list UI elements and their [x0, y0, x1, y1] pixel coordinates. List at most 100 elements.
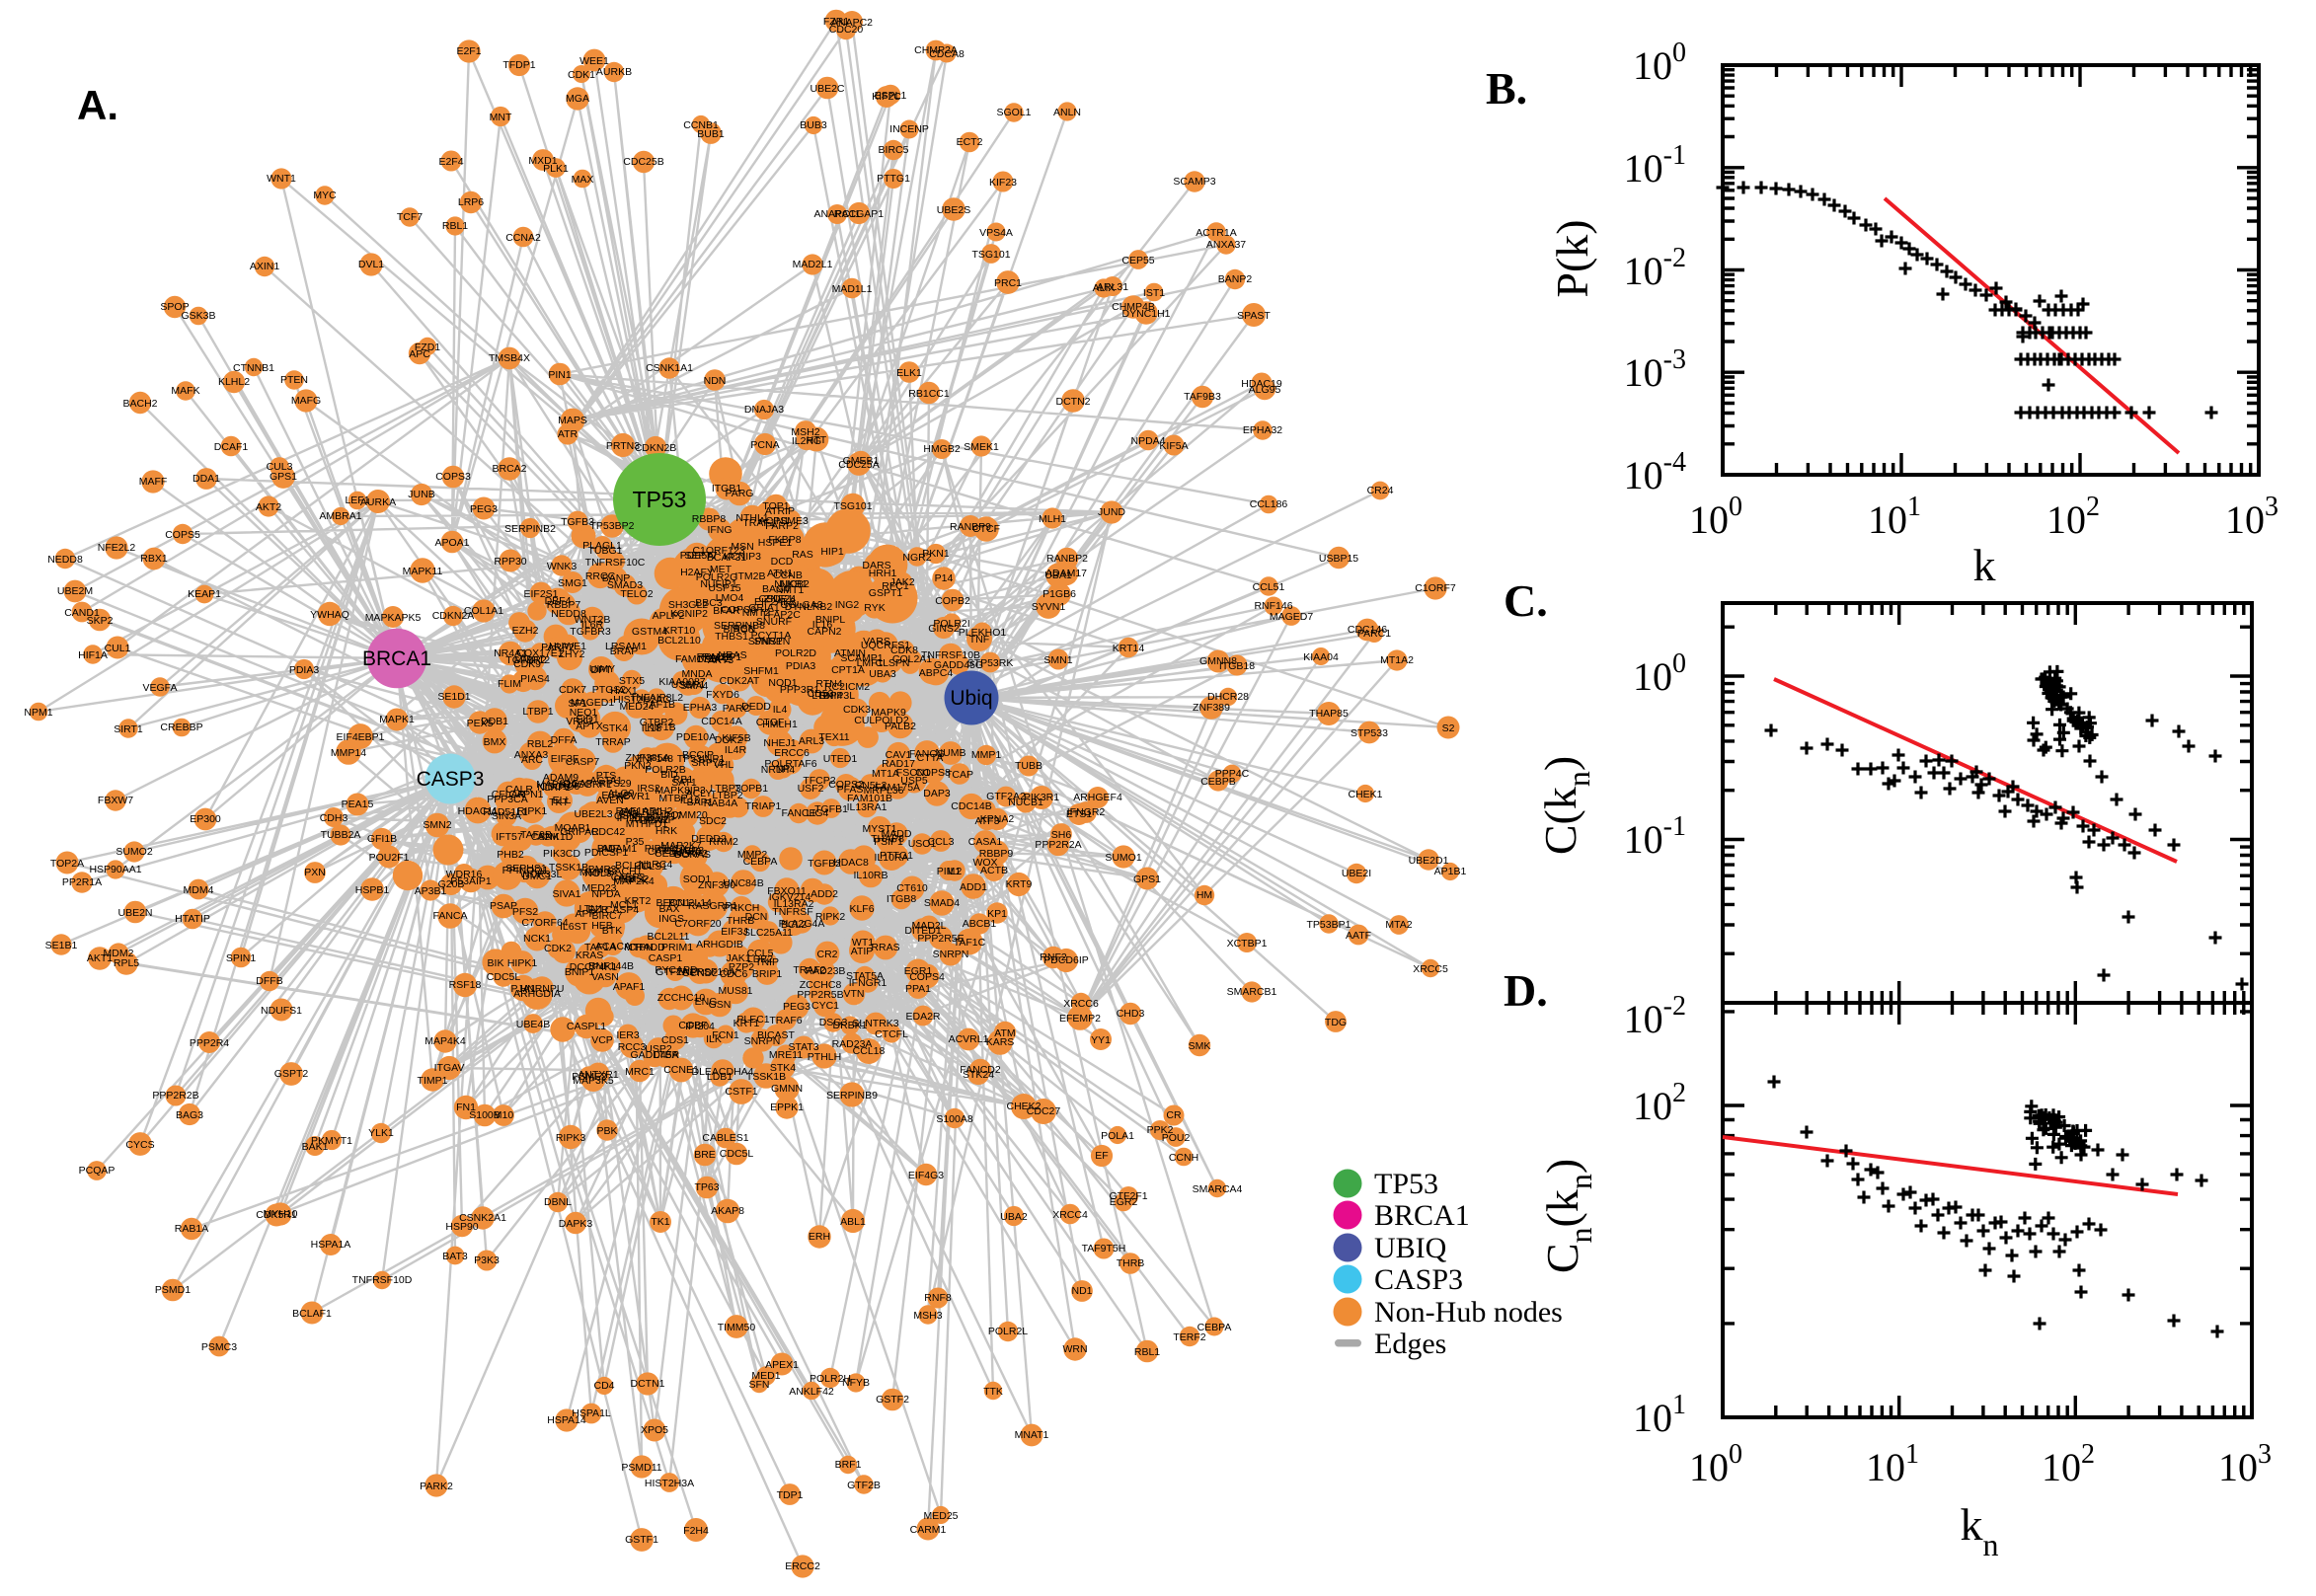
svg-text:RYK: RYK [864, 602, 885, 614]
svg-text:PPA1: PPA1 [905, 983, 931, 995]
svg-text:COBF: COBF [678, 1020, 707, 1031]
svg-text:MAX: MAX [572, 174, 594, 186]
svg-text:MSH3: MSH3 [913, 1310, 942, 1322]
svg-text:BAK1: BAK1 [302, 1141, 329, 1153]
svg-text:NDN: NDN [704, 375, 727, 387]
svg-text:NEDD8: NEDD8 [47, 554, 83, 566]
svg-text:BAX: BAX [658, 903, 679, 915]
svg-text:DDB1: DDB1 [481, 716, 508, 727]
svg-text:DBNL: DBNL [544, 1196, 572, 1208]
svg-text:ACVRL1: ACVRL1 [949, 1033, 989, 1045]
svg-text:EIF2AK2: EIF2AK2 [754, 596, 796, 608]
svg-text:MAPK8IP3: MAPK8IP3 [655, 785, 706, 797]
svg-text:LRP6: LRP6 [458, 196, 484, 208]
svg-text:YWHAQ: YWHAQ [310, 609, 349, 621]
svg-text:WNK3: WNK3 [547, 561, 577, 572]
svg-text:UTED1: UTED1 [823, 753, 858, 765]
svg-text:RBX1: RBX1 [140, 553, 168, 565]
svg-text:PTEN: PTEN [280, 374, 308, 386]
svg-text:MAPK11: MAPK11 [403, 566, 443, 577]
svg-text:MAGED7: MAGED7 [1270, 611, 1314, 623]
svg-text:NFYB: NFYB [842, 1377, 870, 1389]
svg-text:BRF1: BRF1 [835, 1459, 862, 1471]
svg-text:SMEK1: SMEK1 [964, 441, 999, 453]
svg-text:RANBP2: RANBP2 [1046, 553, 1088, 565]
svg-text:ITGB1: ITGB1 [712, 483, 742, 494]
svg-text:EIF4EBP1: EIF4EBP1 [336, 731, 384, 743]
svg-text:MNAT1: MNAT1 [1015, 1429, 1049, 1441]
svg-text:VPS4A: VPS4A [979, 227, 1013, 239]
svg-text:MAD1L1: MAD1L1 [832, 283, 873, 295]
svg-text:GORAS: GORAS [673, 849, 711, 861]
svg-text:GSPT2: GSPT2 [274, 1068, 309, 1080]
svg-text:MT1A2: MT1A2 [1380, 654, 1414, 666]
svg-text:FANCE: FANCE [781, 807, 815, 819]
svg-text:DCCP4K1: DCCP4K1 [570, 961, 618, 973]
svg-text:ACTR1A: ACTR1A [1196, 227, 1236, 239]
svg-text:HEB: HEB [591, 920, 613, 932]
svg-text:COPB2: COPB2 [935, 595, 970, 607]
svg-text:MSN: MSN [731, 541, 753, 553]
svg-text:XRCC5: XRCC5 [1413, 963, 1448, 975]
svg-text:MMP14: MMP14 [331, 747, 366, 759]
svg-text:TGFB1: TGFB1 [814, 803, 848, 815]
svg-text:ERCC2: ERCC2 [785, 1560, 820, 1572]
svg-text:NEO1: NEO1 [570, 707, 598, 719]
svg-text:E2F4: E2F4 [438, 156, 463, 168]
svg-text:EGR1: EGR1 [904, 965, 933, 977]
svg-text:CDK5R1: CDK5R1 [256, 1209, 297, 1221]
svg-text:SMN2: SMN2 [423, 819, 451, 831]
svg-text:PN2: PN2 [614, 874, 635, 885]
svg-text:BCL2L11: BCL2L11 [647, 931, 689, 943]
svg-text:PKN1: PKN1 [922, 548, 950, 560]
svg-text:PTHLH: PTHLH [808, 1051, 841, 1063]
svg-text:RPP30: RPP30 [494, 556, 526, 568]
svg-text:P14: P14 [935, 572, 954, 584]
svg-text:IL4R: IL4R [725, 744, 747, 756]
svg-text:TNFRSF10D: TNFRSF10D [352, 1274, 413, 1286]
svg-text:CTGF: CTGF [756, 717, 785, 728]
svg-text:TUBB: TUBB [1015, 760, 1042, 772]
svg-text:SRP72: SRP72 [691, 757, 724, 769]
svg-text:BACH2: BACH2 [122, 398, 157, 410]
svg-text:WNT1: WNT1 [267, 173, 296, 185]
svg-text:F2H4: F2H4 [683, 1525, 709, 1537]
svg-text:WRN: WRN [1062, 1343, 1087, 1355]
svg-text:HIP1: HIP1 [820, 546, 844, 558]
svg-text:PLK1: PLK1 [543, 163, 569, 175]
svg-text:SIRT1: SIRT1 [114, 723, 143, 735]
svg-text:CDK1: CDK1 [568, 69, 595, 81]
svg-text:HIF1A: HIF1A [78, 649, 108, 661]
svg-text:H2AFY: H2AFY [680, 567, 714, 578]
svg-text:RRAS: RRAS [871, 942, 899, 953]
svg-text:ADD1: ADD1 [960, 881, 987, 893]
svg-text:GMNN8: GMNN8 [1199, 655, 1237, 667]
svg-text:HDAC19: HDAC19 [1241, 378, 1282, 390]
svg-text:DRBK1: DRBK1 [832, 1020, 867, 1031]
svg-text:NKB1: NKB1 [780, 578, 808, 590]
svg-text:GTF2B: GTF2B [847, 1480, 881, 1491]
svg-text:C7ORF64: C7ORF64 [521, 917, 568, 929]
svg-text:PHB2: PHB2 [497, 849, 524, 861]
svg-text:MRE11: MRE11 [769, 1049, 803, 1061]
svg-text:LDB1: LDB1 [707, 1071, 733, 1083]
svg-text:AURKB: AURKB [596, 66, 632, 78]
svg-text:MCL1: MCL1 [610, 899, 638, 911]
svg-text:EF: EF [1095, 1150, 1108, 1162]
svg-text:TDP1: TDP1 [777, 1489, 804, 1501]
svg-text:BBC3: BBC3 [695, 597, 723, 609]
svg-text:BMX: BMX [484, 736, 506, 748]
svg-text:MAPS: MAPS [558, 415, 587, 426]
svg-text:TIMM50: TIMM50 [718, 1322, 756, 1333]
svg-text:UBE2I: UBE2I [1342, 868, 1371, 879]
svg-text:BRIP1: BRIP1 [752, 968, 783, 980]
svg-text:IL16: IL16 [812, 619, 833, 631]
svg-text:ING2: ING2 [835, 599, 860, 611]
svg-text:PRC1: PRC1 [994, 277, 1022, 289]
svg-text:PPP2R5B: PPP2R5B [797, 989, 843, 1001]
svg-text:CASP1: CASP1 [649, 952, 683, 964]
svg-text:MYC: MYC [313, 190, 337, 201]
svg-text:CDKN2A: CDKN2A [432, 610, 475, 622]
svg-text:KRT10: KRT10 [663, 625, 696, 637]
svg-text:PIN1: PIN1 [548, 369, 572, 381]
